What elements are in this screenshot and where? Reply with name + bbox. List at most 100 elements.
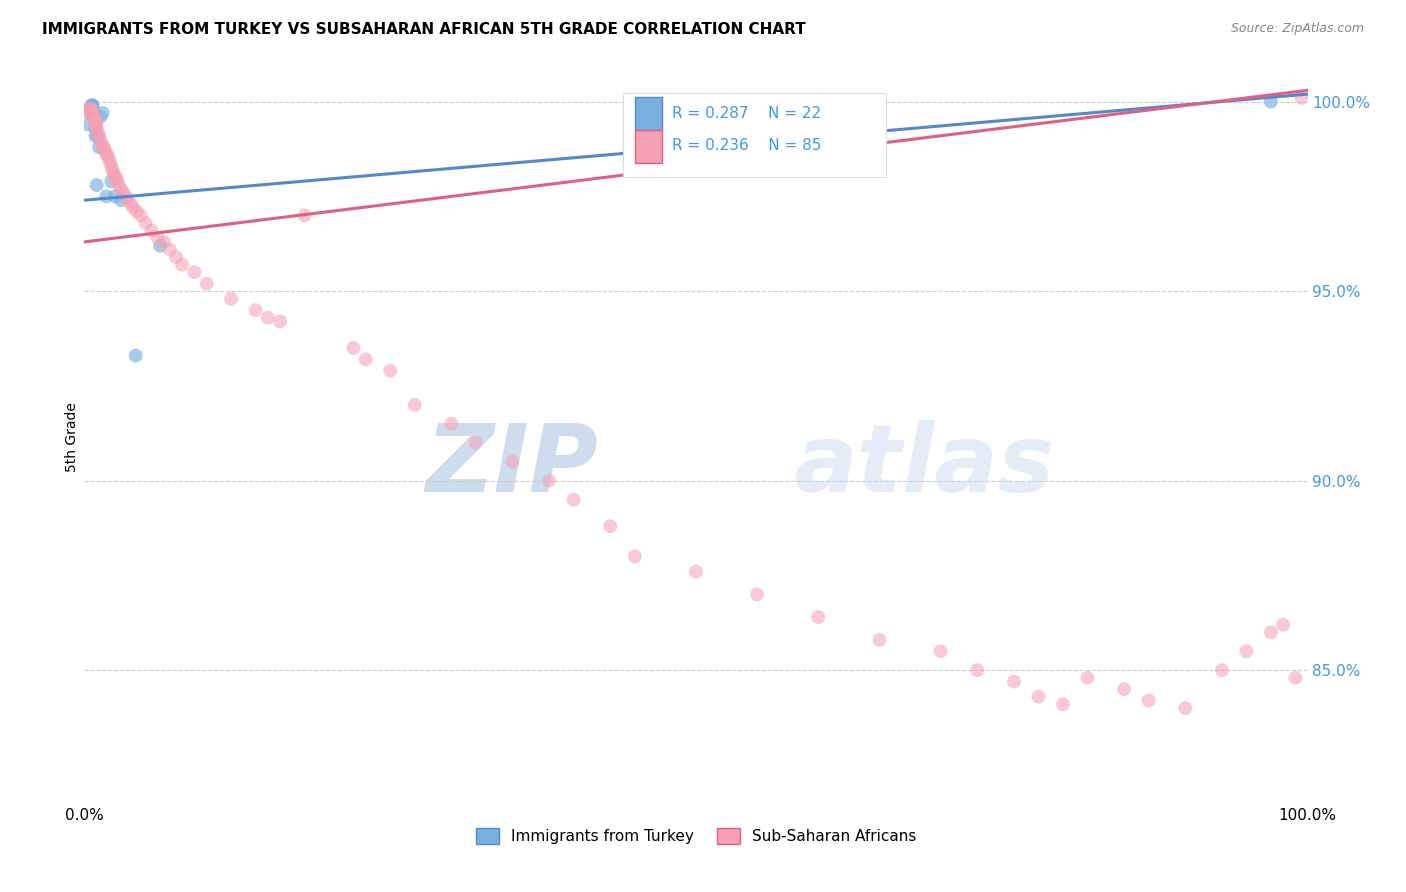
- Point: [1284, 671, 1306, 685]
- Point: [77, 106, 100, 120]
- Point: [146, 231, 169, 245]
- Text: ZIP: ZIP: [425, 420, 598, 512]
- Point: [80, 98, 103, 112]
- Point: [105, 174, 128, 188]
- Point: [404, 398, 426, 412]
- Point: [172, 258, 194, 272]
- Point: [1260, 625, 1282, 640]
- Point: [159, 243, 181, 257]
- Point: [80, 106, 103, 120]
- Point: [83, 110, 105, 124]
- Point: [120, 197, 142, 211]
- Point: [807, 610, 830, 624]
- Point: [1174, 701, 1197, 715]
- Point: [84, 117, 107, 131]
- Point: [87, 128, 110, 143]
- Point: [97, 147, 120, 161]
- Point: [83, 113, 105, 128]
- Point: [869, 98, 891, 112]
- Point: [79, 102, 101, 116]
- Point: [624, 549, 647, 564]
- Point: [104, 170, 127, 185]
- Point: [122, 201, 145, 215]
- Point: [77, 102, 100, 116]
- Point: [1002, 674, 1025, 689]
- Point: [117, 193, 139, 207]
- Point: [1236, 644, 1258, 658]
- Legend: Immigrants from Turkey, Sub-Saharan Africans: Immigrants from Turkey, Sub-Saharan Afri…: [470, 822, 922, 850]
- Point: [86, 121, 108, 136]
- Point: [135, 216, 157, 230]
- Point: [125, 349, 148, 363]
- Point: [599, 519, 621, 533]
- Point: [929, 644, 952, 658]
- Point: [100, 159, 122, 173]
- Point: [83, 110, 105, 124]
- Point: [82, 110, 104, 124]
- Point: [342, 341, 364, 355]
- Point: [79, 106, 101, 120]
- Point: [869, 632, 891, 647]
- Text: atlas: atlas: [794, 420, 1054, 512]
- Point: [110, 182, 132, 196]
- Point: [84, 113, 107, 128]
- FancyBboxPatch shape: [623, 94, 886, 178]
- Point: [91, 106, 114, 120]
- Point: [105, 170, 128, 185]
- Point: [87, 140, 110, 154]
- Point: [685, 565, 707, 579]
- Point: [502, 455, 524, 469]
- Text: R = 0.236    N = 85: R = 0.236 N = 85: [672, 138, 821, 153]
- Point: [86, 117, 108, 131]
- Point: [747, 587, 769, 601]
- Point: [464, 435, 486, 450]
- Point: [1272, 617, 1295, 632]
- Point: [90, 136, 112, 151]
- Point: [257, 310, 280, 325]
- Point: [183, 265, 205, 279]
- Point: [1076, 671, 1098, 685]
- Point: [1260, 95, 1282, 109]
- Point: [87, 128, 110, 143]
- Point: [141, 223, 163, 237]
- Point: [84, 121, 107, 136]
- Point: [294, 208, 316, 222]
- Point: [100, 174, 122, 188]
- Bar: [636, 97, 662, 130]
- Point: [77, 102, 100, 116]
- Point: [86, 178, 108, 192]
- Point: [82, 98, 104, 112]
- Point: [219, 292, 242, 306]
- Point: [82, 106, 104, 120]
- Point: [966, 663, 988, 677]
- Point: [562, 492, 585, 507]
- Point: [1291, 91, 1313, 105]
- Point: [125, 204, 148, 219]
- Point: [1114, 682, 1136, 697]
- Point: [103, 167, 125, 181]
- Point: [79, 102, 101, 116]
- Point: [91, 140, 114, 154]
- Point: [149, 238, 172, 252]
- Point: [153, 235, 176, 249]
- Point: [380, 364, 402, 378]
- Point: [80, 102, 103, 116]
- Point: [101, 162, 124, 177]
- Point: [440, 417, 463, 431]
- Point: [269, 314, 291, 328]
- Point: [87, 125, 110, 139]
- Text: Source: ZipAtlas.com: Source: ZipAtlas.com: [1230, 22, 1364, 36]
- Point: [80, 98, 103, 112]
- Point: [96, 189, 118, 203]
- Point: [107, 178, 129, 192]
- Point: [104, 189, 127, 203]
- Y-axis label: 5th Grade: 5th Grade: [65, 402, 79, 472]
- Point: [112, 186, 135, 200]
- Point: [1052, 698, 1074, 712]
- Point: [98, 155, 121, 169]
- Point: [93, 140, 115, 154]
- Point: [1137, 693, 1160, 707]
- Point: [89, 110, 111, 124]
- Point: [82, 102, 104, 116]
- Point: [84, 128, 107, 143]
